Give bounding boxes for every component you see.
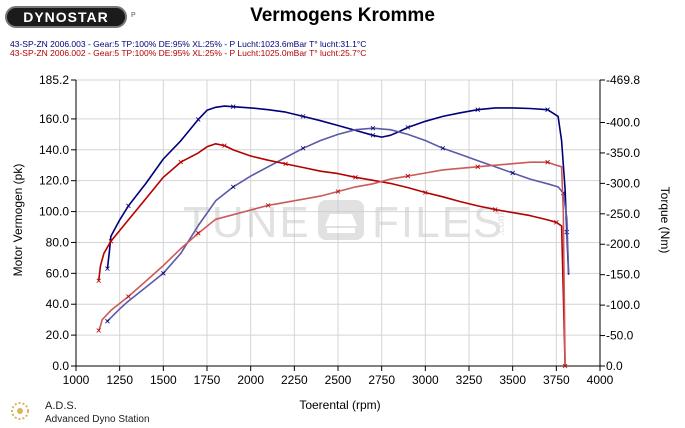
series-point <box>492 207 498 212</box>
series-point <box>96 278 101 284</box>
ads-brand: A.D.S. <box>45 400 77 412</box>
series-point <box>475 164 481 170</box>
x-tick-label: 3000 <box>412 373 439 387</box>
x-tick-label: 2000 <box>237 373 264 387</box>
series-point <box>283 161 288 167</box>
logo-small-text: P <box>131 12 136 19</box>
x-tick-label: 1250 <box>106 373 133 387</box>
series-line-run-003-torque <box>106 105 570 275</box>
series-point <box>353 174 358 180</box>
series-point <box>300 145 306 151</box>
y-tick-label: 60.0 <box>46 266 70 280</box>
series-point <box>105 318 110 324</box>
series-point <box>423 190 428 195</box>
y2-tick-label: -400.0 <box>606 115 640 129</box>
run-legend-002: 43-SP-ZN 2006.002 - Gear:5 TP:100% DE:95… <box>10 48 367 58</box>
x-tick-label: 1750 <box>194 373 221 387</box>
y-tick-label: 0.0 <box>52 359 69 373</box>
y2-tick-label: -200.0 <box>606 237 640 251</box>
series-point <box>222 143 227 148</box>
y-axis-label: Motor Vermogen (pk) <box>11 164 25 277</box>
tunefiles-watermark: TUNE FILES .com <box>183 198 507 247</box>
y2-tick-label: -150.0 <box>606 268 640 282</box>
series-point <box>562 363 568 369</box>
x-tick-label: 3250 <box>456 373 483 387</box>
y-tick-label: 20.0 <box>46 328 70 342</box>
watermark-text-right: FILES <box>372 198 504 247</box>
y2-tick-label: -300.0 <box>606 176 640 190</box>
series-point <box>405 125 411 130</box>
series-point <box>335 189 341 194</box>
x-tick-label: 3750 <box>543 373 570 387</box>
x-tick-label: 3500 <box>499 373 526 387</box>
series-point <box>405 173 411 179</box>
series-line-run-002-torque <box>97 143 566 367</box>
y-tick-label: 80.0 <box>46 235 70 249</box>
series-point <box>195 230 201 236</box>
x-tick-label: 4000 <box>587 373 614 387</box>
y2-axis-label: Torque (Nm) <box>658 187 672 254</box>
watermark-text-left: TUNE <box>183 198 311 247</box>
series-point <box>161 271 166 276</box>
y2-tick-label: -50.0 <box>606 329 634 343</box>
x-axis-label: Toerental (rpm) <box>299 398 380 412</box>
y2-tick-label: -250.0 <box>606 207 640 221</box>
series-point <box>370 125 376 131</box>
y2-tick-label: -469.8 <box>606 73 640 87</box>
ads-logo-icon <box>11 402 29 420</box>
chart-series <box>96 104 570 369</box>
series-line-run-003-power <box>106 127 570 322</box>
series-point <box>475 107 481 112</box>
x-tick-label: 2500 <box>325 373 352 387</box>
y-tick-label: 100.0 <box>39 205 69 219</box>
dynostar-logo: DYNOSTAR <box>5 6 127 28</box>
series-point <box>108 238 114 244</box>
chart-ticks: 1000 1250 1500 1750 2000 2250 2500 2750 3000 3250… <box>39 73 640 387</box>
y-tick-label: 185.2 <box>39 73 69 87</box>
y-tick-label: 120.0 <box>39 174 69 188</box>
series-point <box>554 220 559 225</box>
y-tick-label: 40.0 <box>46 297 70 311</box>
series-point <box>545 107 550 112</box>
series-point <box>96 328 101 333</box>
car-icon <box>325 214 357 233</box>
y-tick-label: 160.0 <box>39 112 69 126</box>
series-point <box>126 294 131 299</box>
series-point <box>195 117 201 122</box>
series-point <box>510 170 515 176</box>
x-tick-label: 2750 <box>368 373 395 387</box>
y-tick-label: 140.0 <box>39 143 69 157</box>
chart-title: Vermogens Kromme <box>250 5 435 26</box>
y2-tick-label: 0.0 <box>606 359 623 373</box>
x-tick-label: 1500 <box>150 373 177 387</box>
series-point <box>545 159 550 165</box>
watermark-suffix: .com <box>495 212 507 236</box>
y2-tick-label: -100.0 <box>606 298 640 312</box>
series-point <box>300 114 306 119</box>
x-tick-label: 2250 <box>281 373 308 387</box>
ads-subtitle: Advanced Dyno Station <box>45 414 150 425</box>
run-legend-003: 43-SP-ZN 2006.003 - Gear:5 TP:100% DE:95… <box>10 39 367 49</box>
series-point <box>105 266 110 271</box>
series-point <box>440 145 446 151</box>
y2-tick-label: -350.0 <box>606 146 640 160</box>
series-point <box>265 203 271 208</box>
series-point <box>230 184 236 190</box>
x-tick-label: 1000 <box>63 373 90 387</box>
series-point <box>230 104 236 109</box>
series-point <box>178 159 184 165</box>
series-point <box>370 132 376 138</box>
series-point <box>126 203 131 209</box>
